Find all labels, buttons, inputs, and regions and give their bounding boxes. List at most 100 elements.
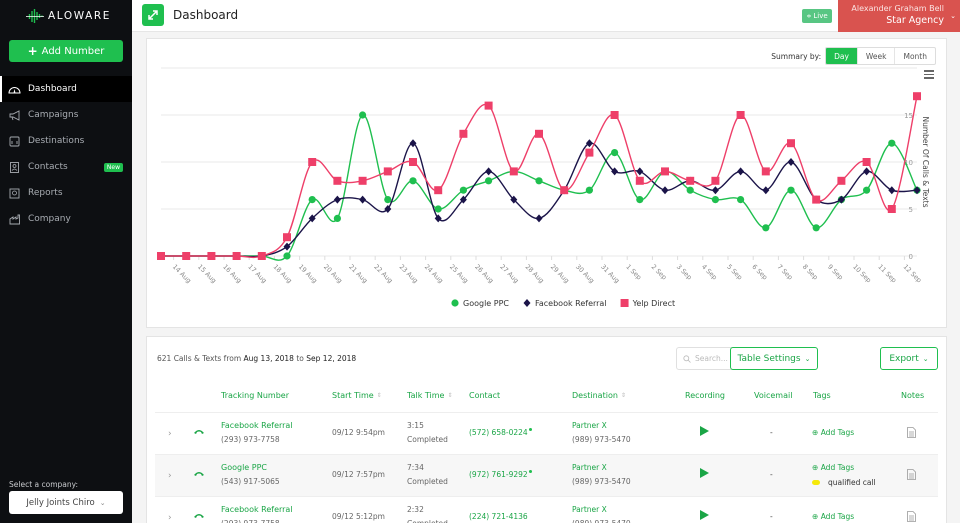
expand-button[interactable] <box>142 4 164 26</box>
yelp-direct-point <box>686 176 695 185</box>
dashboard-gauge-icon <box>8 84 21 95</box>
contact-number[interactable]: (572) 658-0224 <box>469 428 532 437</box>
expand-row-chevron-icon[interactable]: › <box>168 471 172 481</box>
yelp-direct-point <box>257 252 266 260</box>
play-recording-icon[interactable] <box>700 510 709 522</box>
sidebar-item-campaigns[interactable]: Campaigns <box>0 102 132 128</box>
sidebar-item-destinations[interactable]: Destinations <box>0 128 132 154</box>
sidebar-item-label: Destinations <box>28 136 85 146</box>
play-recording-icon[interactable] <box>700 468 709 480</box>
column-destination[interactable]: Destination ⇕ <box>572 391 626 400</box>
destination-number: (989) 973-5470 <box>572 477 631 486</box>
facebook-referral-point <box>535 214 543 223</box>
sidebar-item-label: Contacts <box>28 162 68 172</box>
sidebar-item-label: Dashboard <box>28 84 77 94</box>
online-dot-icon <box>528 428 532 431</box>
chevron-down-icon: ⌄ <box>99 498 106 507</box>
add-tags-button[interactable]: ⊕ Add Tags <box>812 512 854 521</box>
google-ppc-point <box>863 186 871 194</box>
chart-menu-icon[interactable] <box>924 70 934 81</box>
add-tags-label: Add Tags <box>820 463 855 472</box>
table-settings-button[interactable]: Table Settings ⌄ <box>730 347 818 370</box>
summary-month-button[interactable]: Month <box>894 48 935 64</box>
x-tick-label: 12 Sep <box>902 263 924 285</box>
tag-chip[interactable]: qualified call <box>812 478 876 487</box>
add-number-button[interactable]: + Add Number <box>9 40 123 62</box>
facebook-referral-point <box>661 186 669 195</box>
tracking-number: (293) 973-7758 <box>221 435 280 444</box>
yelp-direct-point <box>535 129 543 138</box>
user-name: Alexander Graham Bell <box>851 4 944 13</box>
sidebar-item-company[interactable]: Company <box>0 206 132 232</box>
contact-number[interactable]: (972) 761-9292 <box>469 470 532 479</box>
tracking-name[interactable]: Facebook Referral <box>221 421 293 430</box>
calls-count-text: 621 Calls & Texts from <box>157 354 242 363</box>
contact-number[interactable]: (224) 721-4136 <box>469 512 528 521</box>
table-row[interactable]: › Google PPC (543) 917-5065 09/12 7:57pm… <box>155 454 938 496</box>
contact-number-text: (972) 761-9292 <box>469 470 528 479</box>
sidebar-item-reports[interactable]: Reports <box>0 180 132 206</box>
logo[interactable]: ALOWARE <box>26 8 111 24</box>
column-tags: Tags <box>813 391 831 400</box>
y-axis-title: Number Of Calls & Texts <box>921 116 930 207</box>
x-tick-label: 9 Sep <box>826 263 845 282</box>
sidebar-item-dashboard[interactable]: Dashboard <box>0 76 132 102</box>
tracking-name[interactable]: Facebook Referral <box>221 505 293 514</box>
expand-row-chevron-icon[interactable]: › <box>168 513 172 523</box>
column-recording: Recording <box>685 391 725 400</box>
yelp-direct-point <box>434 186 443 195</box>
factory-icon <box>8 214 21 225</box>
column-talk-time[interactable]: Talk Time ⇕ <box>407 391 452 400</box>
add-tags-button[interactable]: ⊕ Add Tags <box>812 463 854 472</box>
play-recording-icon[interactable] <box>700 426 709 438</box>
table-row[interactable]: › Facebook Referral (293) 973-7758 09/12… <box>155 412 938 454</box>
destination-name[interactable]: Partner X <box>572 505 607 514</box>
live-badge[interactable]: ≑ Live <box>802 9 832 23</box>
chart-card: 0 5 10 15 Number Of Calls & Texts 14 Aug 15 Au… <box>146 38 947 328</box>
x-tick-label: 4 Sep <box>700 263 719 282</box>
expand-row-chevron-icon[interactable]: › <box>168 429 172 439</box>
google-ppc-point <box>711 196 720 204</box>
yelp-direct-point <box>333 176 342 185</box>
tracking-name[interactable]: Google PPC <box>221 463 267 472</box>
sidebar-item-contacts[interactable]: Contacts New <box>0 154 132 180</box>
x-tick-label: 19 Aug <box>297 263 319 285</box>
notes-document-icon[interactable] <box>907 511 916 523</box>
google-ppc-point <box>686 186 694 194</box>
column-contact[interactable]: Contact <box>469 391 500 400</box>
x-tick-label: 26 Aug <box>473 263 495 285</box>
export-button[interactable]: Export ⌄ <box>880 347 938 370</box>
plus-circle-icon: ⊕ <box>812 463 819 472</box>
company-select[interactable]: Jelly Joints Chiro ⌄ <box>9 491 123 514</box>
date-to: Sep 12, 2018 <box>306 354 357 363</box>
table-row[interactable]: › Facebook Referral (293) 973-7758 09/12… <box>155 496 938 523</box>
y-tick-label: 10 <box>904 159 913 167</box>
column-tracking-number[interactable]: Tracking Number <box>221 391 289 400</box>
facebook-referral-point <box>863 167 871 176</box>
notes-document-icon[interactable] <box>907 427 916 440</box>
summary-week-button[interactable]: Week <box>856 48 895 64</box>
notes-document-icon[interactable] <box>907 469 916 482</box>
yelp-direct-point <box>837 176 846 185</box>
destination-name[interactable]: Partner X <box>572 463 607 472</box>
google-ppc-point <box>636 196 644 204</box>
add-tags-button[interactable]: ⊕ Add Tags <box>812 428 854 437</box>
yelp-direct-point <box>862 158 871 166</box>
user-menu[interactable]: Alexander Graham Bell Star Agency ⌄ <box>838 0 960 32</box>
reports-icon <box>8 188 21 199</box>
column-label: Contact <box>469 391 501 400</box>
phone-call-icon <box>193 470 205 479</box>
destination-name[interactable]: Partner X <box>572 421 607 430</box>
column-start-time[interactable]: Start Time ⇕ <box>332 391 382 400</box>
top-bar: Dashboard ≑ Live Alexander Graham Bell S… <box>132 0 960 32</box>
x-tick-label: 20 Aug <box>322 263 344 285</box>
column-label: Notes <box>901 391 925 400</box>
summary-day-button[interactable]: Day <box>826 48 857 64</box>
x-tick-label: 21 Aug <box>347 263 369 285</box>
x-tick-label: 23 Aug <box>398 263 420 285</box>
facebook-referral-point <box>283 242 291 251</box>
google-ppc-point <box>737 196 745 204</box>
voicemail-value: - <box>770 470 773 479</box>
facebook-referral-point <box>913 186 921 195</box>
google-ppc-point <box>535 177 543 185</box>
